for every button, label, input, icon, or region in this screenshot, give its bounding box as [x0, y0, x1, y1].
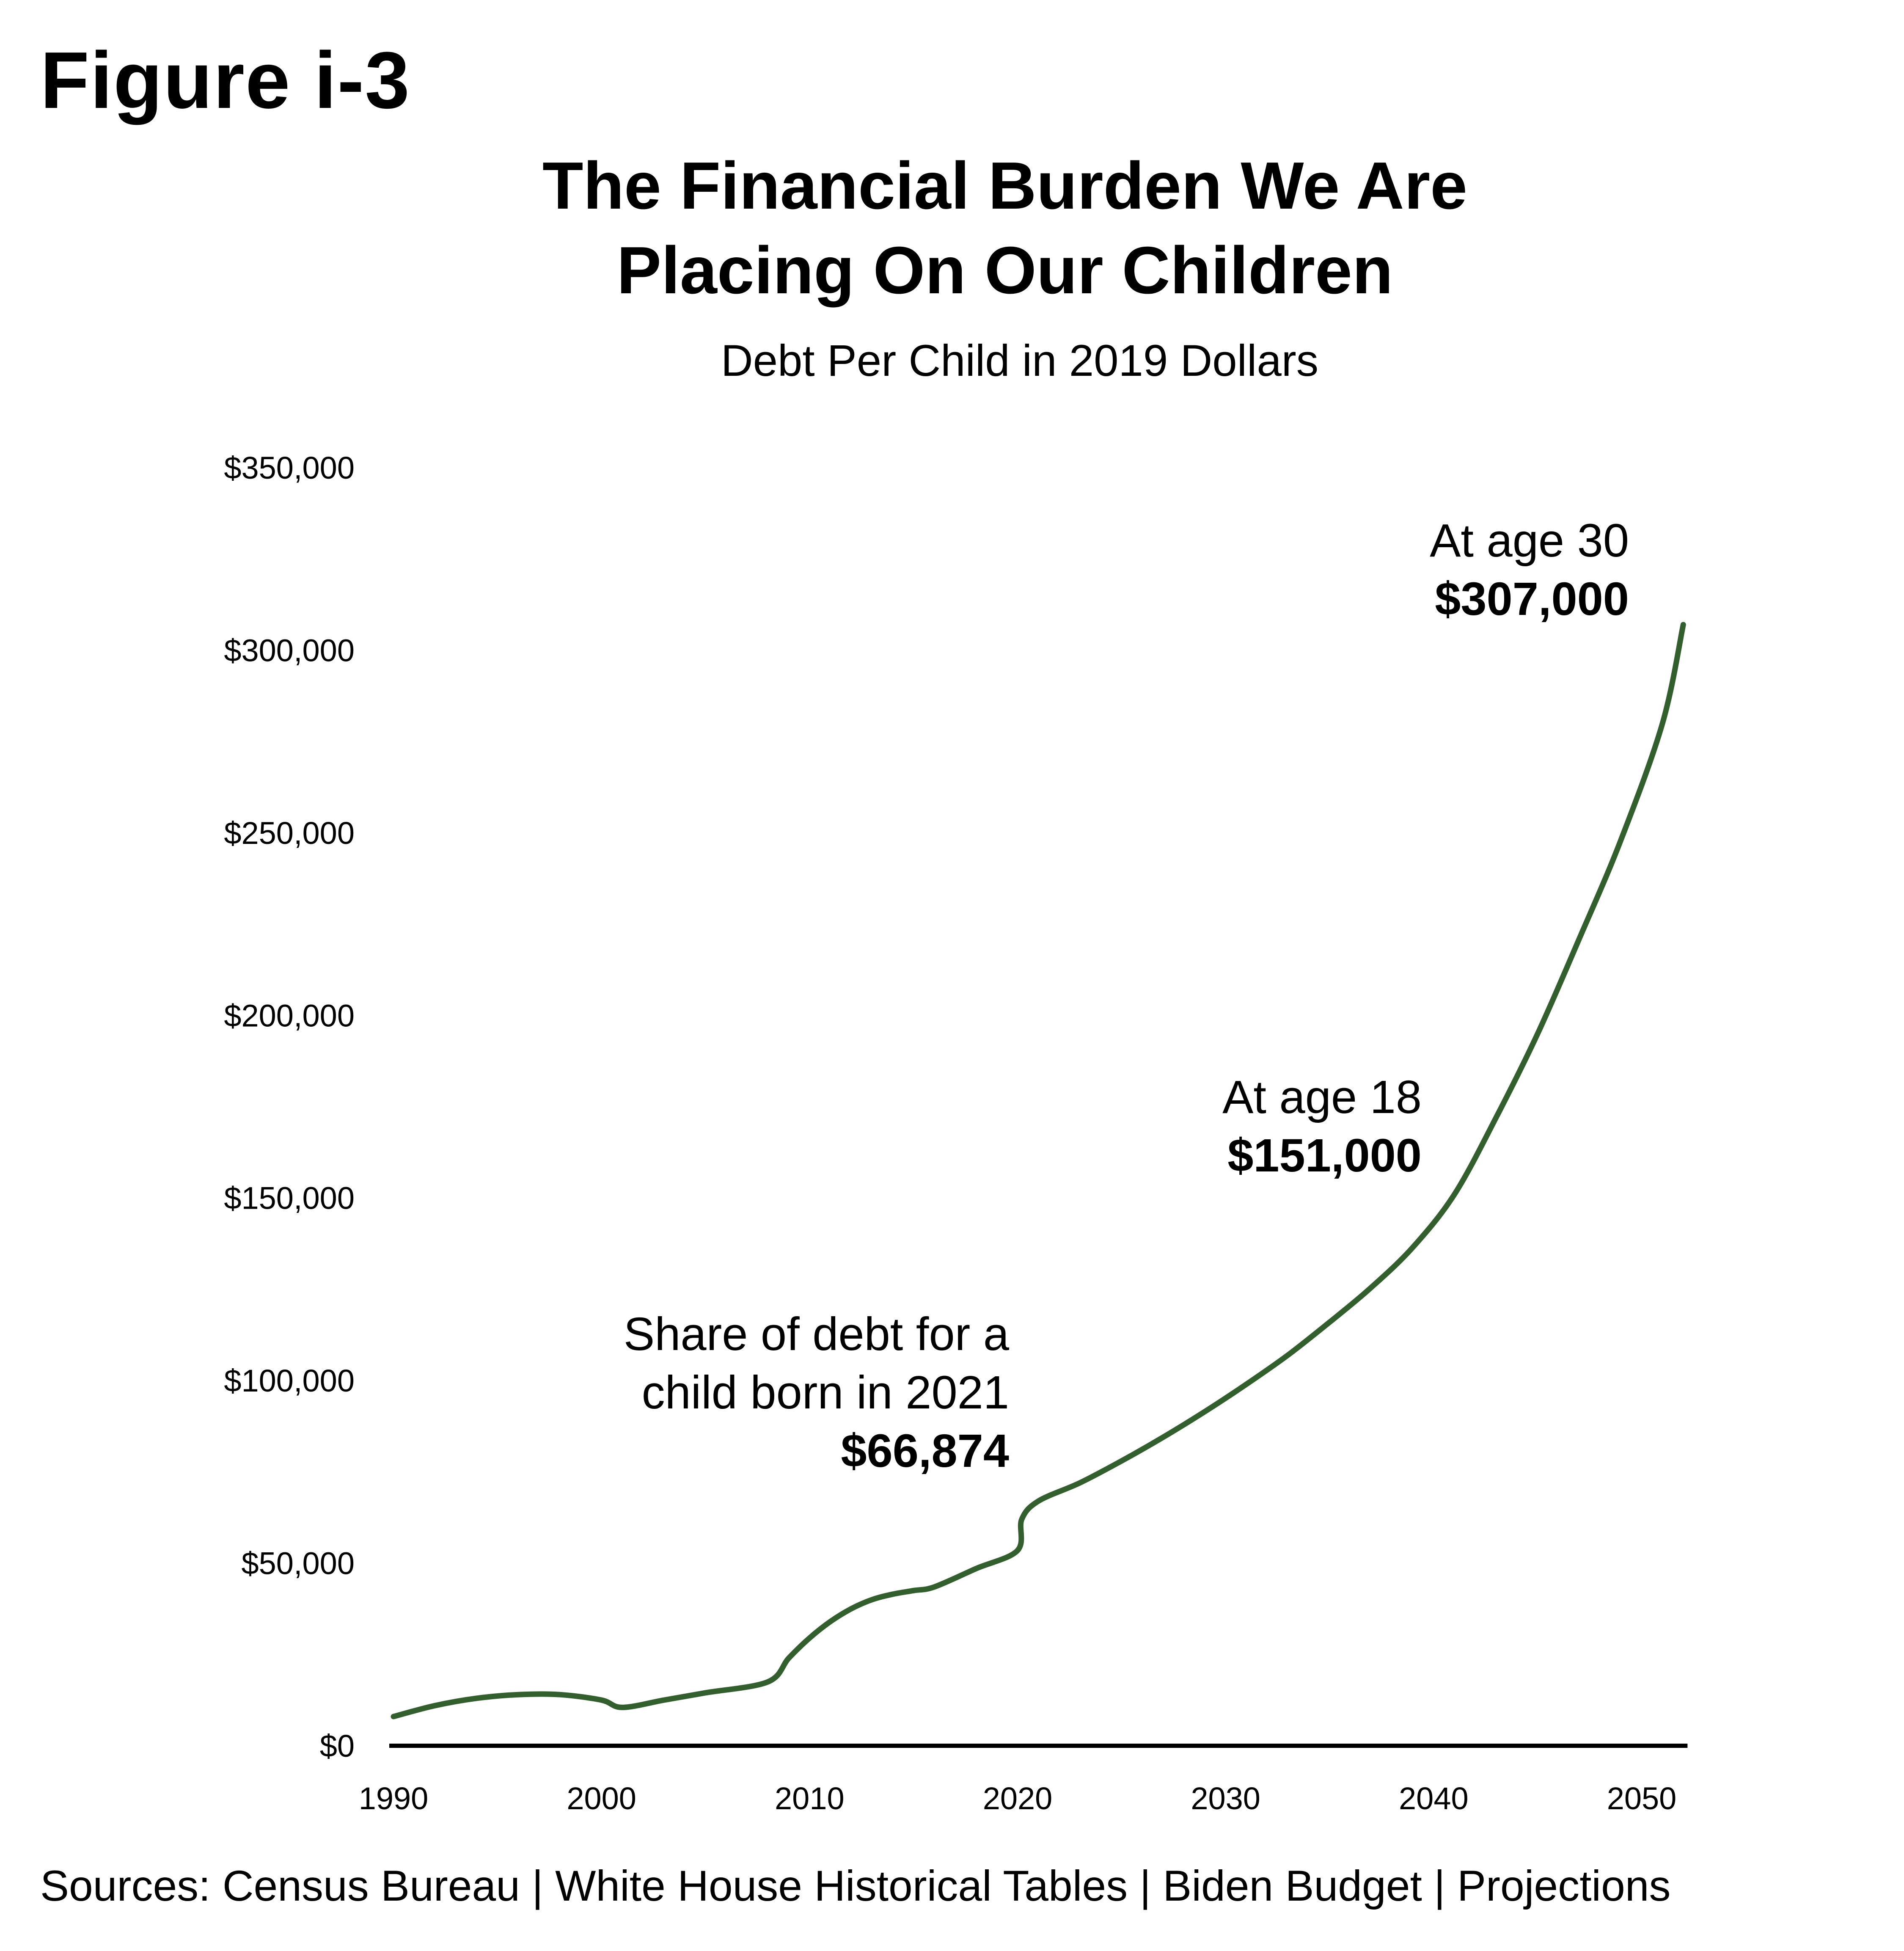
- x-axis-tick-labels: 1990 2000 2010 2020 2030 2040 2050: [359, 1781, 1677, 1816]
- x-tick-label: 2000: [567, 1781, 636, 1816]
- series-line-debt-per-child: [391, 622, 1686, 1720]
- x-tick-label: 1990: [359, 1781, 429, 1816]
- figure-label: Figure i-3: [40, 36, 411, 125]
- y-tick-label: $50,000: [242, 1546, 355, 1581]
- x-tick-label: 2010: [775, 1781, 845, 1816]
- chart-title-line-2: Placing On Our Children: [616, 233, 1393, 308]
- y-tick-label: $100,000: [224, 1363, 355, 1398]
- annotation-label: At age 18: [1222, 1071, 1422, 1123]
- annotation-value: $307,000: [1435, 573, 1629, 625]
- y-tick-label: $0: [320, 1728, 355, 1764]
- y-tick-label: $150,000: [224, 1181, 355, 1216]
- x-tick-label: 2030: [1191, 1781, 1260, 1816]
- annotation-label: Share of debt for a: [624, 1308, 1010, 1360]
- annotation-value: $151,000: [1227, 1130, 1422, 1182]
- sources-note: Sources: Census Bureau | White House His…: [40, 1862, 1671, 1910]
- x-tick-label: 2040: [1399, 1781, 1469, 1816]
- annotation-group: At age 30 $307,000: [1430, 515, 1629, 625]
- y-tick-label: $200,000: [224, 998, 355, 1033]
- annotation-label: At age 30: [1430, 515, 1629, 567]
- x-tick-label: 2020: [983, 1781, 1053, 1816]
- chart-annotations: Share of debt for a child born in 2021 $66…: [624, 515, 1629, 1477]
- annotation-group: At age 18 $151,000: [1222, 1071, 1422, 1182]
- chart-subtitle: Debt Per Child in 2019 Dollars: [721, 336, 1319, 386]
- y-axis-tick-labels: $0 $50,000 $100,000 $150,000 $200,000 $250,00…: [224, 450, 355, 1764]
- annotation-label: child born in 2021: [642, 1367, 1009, 1419]
- y-tick-label: $250,000: [224, 816, 355, 851]
- x-tick-label: 2050: [1607, 1781, 1677, 1816]
- chart-title-line-1: The Financial Burden We Are: [542, 149, 1468, 223]
- y-tick-label: $300,000: [224, 633, 355, 668]
- annotation-value: $66,874: [841, 1425, 1009, 1477]
- annotation-group: Share of debt for a child born in 2021 $66…: [624, 1308, 1010, 1477]
- y-tick-label: $350,000: [224, 450, 355, 485]
